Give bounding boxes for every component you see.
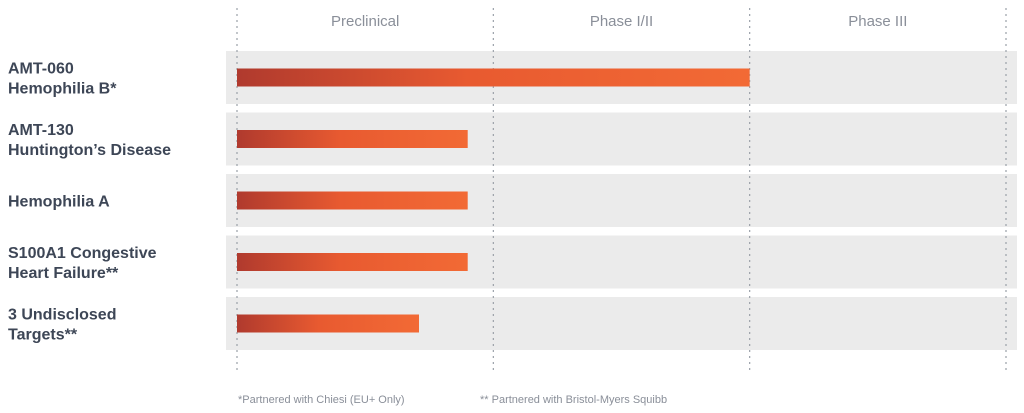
footnote-chiesi: *Partnered with Chiesi (EU+ Only) [238, 394, 405, 406]
row-label: Hemophilia A [8, 194, 110, 211]
progress-bars [237, 68, 750, 333]
progress-bar [237, 191, 468, 210]
row-label: AMT-060 [8, 61, 74, 78]
row-label: Hemophilia B* [8, 81, 117, 98]
row-label: 3 Undisclosed [8, 307, 116, 324]
phase-label: Phase III [848, 13, 907, 30]
progress-bar [237, 314, 419, 333]
phase-label: Phase I/II [590, 13, 653, 30]
row-label: Targets** [8, 327, 78, 344]
phase-label: Preclinical [331, 13, 399, 30]
row-labels: AMT-060 Hemophilia B* AMT-130 Huntington’s … [8, 61, 171, 344]
row-label: AMT-130 [8, 122, 74, 139]
progress-bar [237, 253, 468, 271]
progress-bar [237, 130, 468, 148]
footnote-bms: ** Partnered with Bristol-Myers Squibb [480, 394, 667, 406]
row-label: Heart Failure** [8, 265, 119, 282]
footnotes: *Partnered with Chiesi (EU+ Only) ** Par… [238, 394, 667, 406]
progress-bar [237, 68, 750, 87]
phase-header: Preclinical Phase I/II Phase III [331, 13, 907, 30]
row-label: S100A1 Congestive [8, 245, 157, 262]
row-label: Huntington’s Disease [8, 142, 171, 159]
